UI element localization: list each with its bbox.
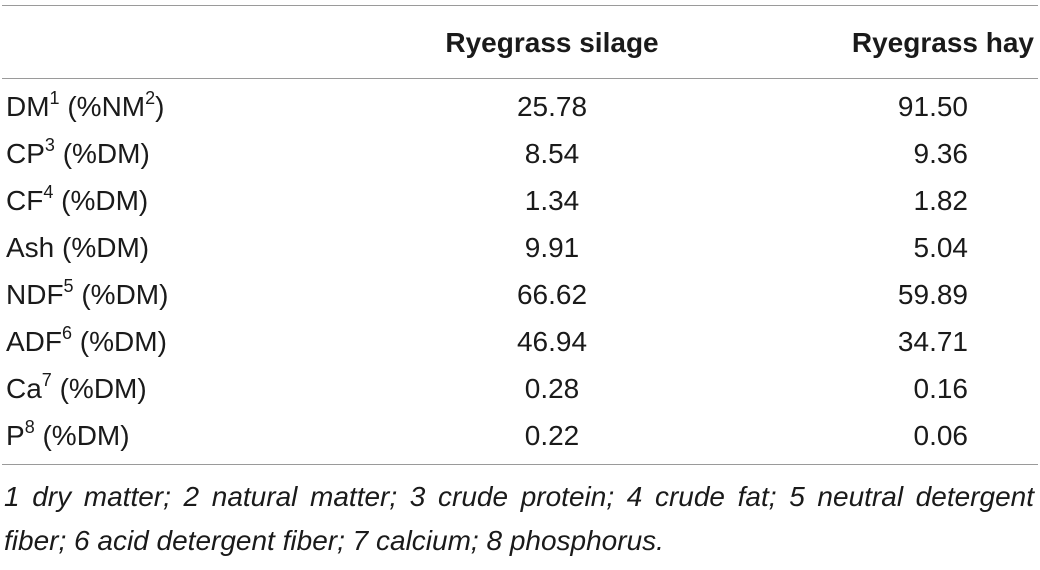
footnote-marker: 7 [41, 369, 52, 390]
unit-close: ) [155, 91, 165, 122]
table-row: NDF5 (%DM) 66.62 59.89 [2, 271, 1038, 318]
cell-ryegrass-hay: 0.06 [913, 420, 969, 451]
cell-ryegrass-silage: 66.62 [516, 279, 588, 310]
cell-ryegrass-silage: 25.78 [516, 91, 588, 122]
cell-ryegrass-hay: 0.16 [913, 373, 969, 404]
unit-label: (%DM) [59, 373, 147, 404]
footnote-marker: 5 [63, 275, 74, 296]
unit-label: (%DM) [79, 326, 167, 357]
cell-ryegrass-silage: 1.34 [524, 185, 580, 216]
cell-ryegrass-hay: 5.04 [913, 232, 969, 263]
cell-ryegrass-hay: 59.89 [897, 279, 968, 310]
cell-ryegrass-hay: 34.71 [897, 326, 968, 357]
cell-ryegrass-hay: 9.36 [913, 138, 969, 169]
header-ryegrass-silage: Ryegrass silage [445, 26, 659, 58]
table-header: Ryegrass silage Ryegrass hay [2, 6, 1038, 78]
row-label: Ca7 (%DM) [2, 365, 422, 412]
nutrient-name: CF [6, 185, 44, 216]
unit-label: (%DM) [61, 185, 149, 216]
header-row: Ryegrass silage Ryegrass hay [2, 6, 1038, 78]
row-label: Ash (%DM) [2, 224, 422, 271]
header-label [2, 6, 422, 78]
table-row: ADF6 (%DM) 46.94 34.71 [2, 318, 1038, 365]
nutrient-name: Ca [6, 373, 42, 404]
composition-table-body: DM1 (%NM2) 25.78 91.50 CP3 (%DM) 8.54 9.36 CF4… [2, 79, 1038, 464]
unit-label: (%DM) [62, 138, 150, 169]
unit-label: (%DM) [42, 420, 130, 451]
header-rule [2, 78, 1038, 79]
composition-table: Ryegrass silage Ryegrass hay [2, 6, 1038, 78]
cell-ryegrass-silage: 46.94 [516, 326, 588, 357]
nutrient-name: P [6, 420, 25, 451]
table-row: CF4 (%DM) 1.34 1.82 [2, 177, 1038, 224]
cell-ryegrass-silage: 0.28 [524, 373, 580, 404]
cell-ryegrass-silage: 9.91 [524, 232, 580, 263]
cell-ryegrass-silage: 0.22 [524, 420, 580, 451]
unit-footnote-marker: 2 [145, 87, 156, 108]
footnote-marker: 3 [44, 134, 55, 155]
footnote-marker: 1 [49, 87, 60, 108]
table-top-rule [2, 5, 1038, 6]
row-label: NDF5 (%DM) [2, 271, 422, 318]
row-label: CF4 (%DM) [2, 177, 422, 224]
row-label: CP3 (%DM) [2, 130, 422, 177]
composition-table-container: Ryegrass silage Ryegrass hay DM1 (%NM2) 2… [0, 5, 1040, 563]
nutrient-name: ADF [6, 326, 62, 357]
table-row: Ca7 (%DM) 0.28 0.16 [2, 365, 1038, 412]
table-footnote: 1 dry matter; 2 natural matter; 3 crude … [4, 481, 1034, 556]
nutrient-name: Ash [6, 232, 55, 263]
row-label: DM1 (%NM2) [2, 79, 422, 130]
cell-ryegrass-silage: 8.54 [524, 138, 580, 169]
nutrient-name: NDF [6, 279, 64, 310]
nutrient-name: DM [6, 91, 50, 122]
table-row: CP3 (%DM) 8.54 9.36 [2, 130, 1038, 177]
header-ryegrass-hay: Ryegrass hay [851, 26, 1034, 58]
unit-label: (%DM) [81, 279, 169, 310]
table-body: DM1 (%NM2) 25.78 91.50 CP3 (%DM) 8.54 9.36 CF4… [2, 79, 1038, 464]
table-row: DM1 (%NM2) 25.78 91.50 [2, 79, 1038, 130]
unit-label: (%NM [67, 91, 146, 122]
row-label: ADF6 (%DM) [2, 318, 422, 365]
footnote-marker: 8 [24, 416, 35, 437]
table-bottom-rule [2, 464, 1038, 465]
table-row: P8 (%DM) 0.22 0.06 [2, 412, 1038, 464]
row-label: P8 (%DM) [2, 412, 422, 464]
nutrient-name: CP [6, 138, 45, 169]
footnote-marker: 6 [62, 322, 73, 343]
cell-ryegrass-hay: 1.82 [913, 185, 969, 216]
footnote-marker: 4 [43, 181, 54, 202]
table-row: Ash (%DM) 9.91 5.04 [2, 224, 1038, 271]
unit-label: (%DM) [62, 232, 150, 263]
cell-ryegrass-hay: 91.50 [897, 91, 968, 122]
